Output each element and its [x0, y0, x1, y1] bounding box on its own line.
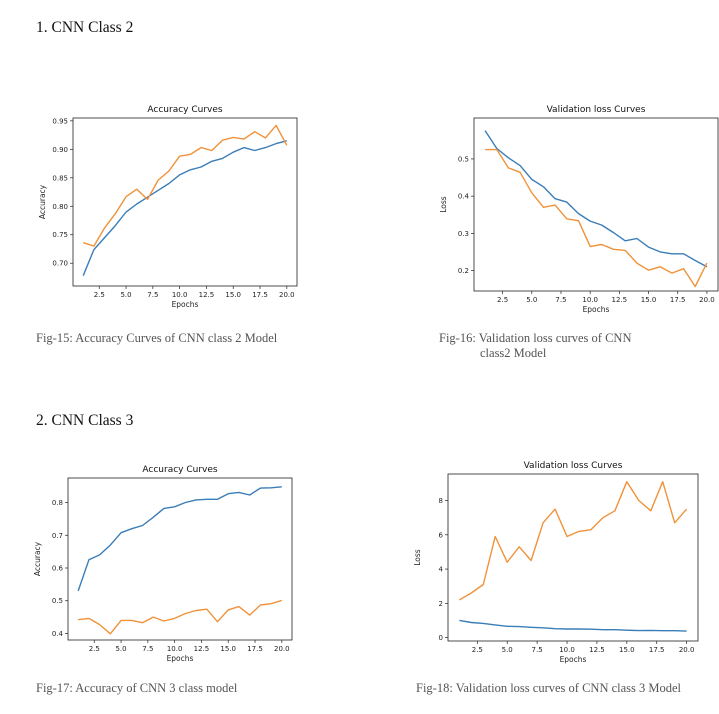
- x-tick-label: 2.5: [497, 296, 508, 304]
- chart-title: Validation loss Curves: [524, 461, 623, 471]
- x-tick-label: 7.5: [142, 645, 153, 653]
- chart-title: Accuracy Curves: [147, 105, 223, 115]
- x-axis-label: Epochs: [560, 655, 587, 664]
- series-line-blue: [484, 130, 708, 268]
- x-tick-label: 2.5: [89, 645, 100, 653]
- x-axis-label: Epochs: [172, 300, 199, 309]
- y-tick-label: 0.4: [458, 193, 470, 201]
- section-heading-cnn-class-2: 1. CNN Class 2: [36, 19, 134, 36]
- x-tick-label: 10.0: [582, 296, 598, 304]
- chart-title: Validation loss Curves: [547, 105, 646, 115]
- x-tick-label: 2.5: [472, 646, 483, 654]
- plot-frame: [67, 477, 293, 641]
- x-tick-label: 7.5: [532, 646, 543, 654]
- y-tick-label: 0.6: [52, 565, 64, 573]
- figure-caption-fig16-line1: Fig-16: Validation loss curves of CNN: [439, 331, 632, 345]
- x-tick-label: 5.0: [502, 646, 513, 654]
- y-axis-label: Loss: [413, 549, 422, 566]
- x-tick-label: 15.0: [225, 291, 241, 299]
- x-axis-label: Epochs: [167, 654, 194, 663]
- x-axis-label: Epochs: [583, 305, 610, 314]
- x-tick-label: 7.5: [555, 296, 566, 304]
- x-tick-label: 10.0: [559, 646, 575, 654]
- x-tick-label: 10.0: [172, 291, 188, 299]
- y-tick-label: 6: [439, 531, 444, 539]
- y-tick-label: 0: [439, 634, 443, 642]
- y-axis-label: Accuracy: [38, 184, 47, 219]
- series-line-orange: [485, 148, 708, 288]
- plot-frame: [447, 473, 699, 642]
- figure-caption-fig18: Fig-18: Validation loss curves of CNN cl…: [416, 681, 682, 695]
- y-tick-label: 0.80: [52, 203, 68, 211]
- y-tick-label: 0.70: [52, 260, 68, 268]
- series-line-orange: [78, 599, 283, 635]
- x-tick-label: 17.5: [670, 296, 686, 304]
- y-tick-label: 0.85: [52, 174, 68, 182]
- x-tick-label: 7.5: [147, 291, 158, 299]
- y-tick-label: 0.7: [52, 532, 63, 540]
- figure-caption-fig17: Fig-17: Accuracy of CNN 3 class model: [36, 681, 238, 695]
- series-line-orange: [82, 124, 288, 247]
- y-tick-label: 0.5: [52, 597, 63, 605]
- x-tick-label: 20.0: [279, 291, 295, 299]
- y-tick-label: 4: [439, 566, 444, 574]
- y-tick-label: 0.8: [52, 499, 63, 507]
- y-tick-label: 0.4: [52, 630, 64, 638]
- plot-frame: [72, 117, 298, 287]
- series-line-blue: [77, 486, 282, 592]
- x-tick-label: 12.5: [199, 291, 215, 299]
- x-tick-label: 10.0: [167, 645, 183, 653]
- y-axis-label: Loss: [439, 196, 448, 213]
- chart-title: Accuracy Curves: [142, 465, 218, 475]
- x-tick-label: 20.0: [699, 296, 715, 304]
- series-line-blue: [82, 140, 287, 276]
- y-tick-label: 0.3: [458, 230, 469, 238]
- y-tick-label: 0.5: [458, 155, 469, 163]
- y-tick-label: 0.2: [458, 267, 469, 275]
- plot-frame: [473, 117, 719, 292]
- x-tick-label: 17.5: [649, 646, 665, 654]
- x-tick-label: 5.0: [526, 296, 537, 304]
- x-tick-label: 12.5: [194, 645, 210, 653]
- series-line-orange: [459, 481, 688, 601]
- x-tick-label: 12.5: [612, 296, 628, 304]
- y-tick-label: 0.90: [52, 146, 68, 154]
- y-tick-label: 2: [439, 600, 443, 608]
- x-tick-label: 5.0: [115, 645, 126, 653]
- figure-caption-fig16-line2: class2 Model: [480, 346, 547, 360]
- x-tick-label: 5.0: [120, 291, 131, 299]
- x-tick-label: 17.5: [247, 645, 263, 653]
- x-tick-label: 2.5: [94, 291, 105, 299]
- y-tick-label: 8: [439, 497, 443, 505]
- x-tick-label: 15.0: [619, 646, 635, 654]
- x-tick-label: 12.5: [589, 646, 605, 654]
- y-axis-label: Accuracy: [33, 541, 42, 576]
- figure-caption-fig15: Fig-15: Accuracy Curves of CNN class 2 M…: [36, 331, 278, 345]
- x-tick-label: 15.0: [641, 296, 657, 304]
- series-line-blue: [459, 619, 687, 632]
- section-heading-cnn-class-3: 2. CNN Class 3: [36, 412, 134, 429]
- y-tick-label: 0.75: [52, 231, 68, 239]
- x-tick-label: 20.0: [679, 646, 695, 654]
- x-tick-label: 15.0: [220, 645, 236, 653]
- x-tick-label: 17.5: [252, 291, 268, 299]
- y-tick-label: 0.95: [52, 117, 68, 125]
- x-tick-label: 20.0: [274, 645, 290, 653]
